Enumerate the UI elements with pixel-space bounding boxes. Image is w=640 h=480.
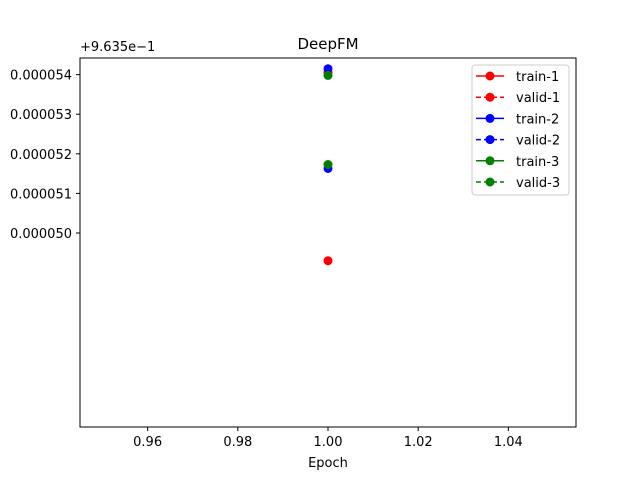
legend-marker-valid-2 xyxy=(485,135,495,145)
legend-label-train-2: train-2 xyxy=(516,112,559,127)
y-tick-label: 0.000054 xyxy=(10,69,72,84)
legend-marker-train-3 xyxy=(485,156,495,166)
data-point-train-3 xyxy=(323,70,333,80)
legend-label-valid-1: valid-1 xyxy=(516,91,560,106)
legend-marker-train-1 xyxy=(485,71,495,81)
x-tick-label: 1.02 xyxy=(404,435,433,450)
x-tick-label: 0.96 xyxy=(133,435,162,450)
legend-label-train-3: train-3 xyxy=(516,155,559,170)
x-axis-ticks: 0.96 0.98 1.00 1.02 1.04 xyxy=(133,427,523,450)
chart-title: DeepFM xyxy=(297,35,358,53)
x-tick-label: 0.98 xyxy=(223,435,252,450)
x-tick-label: 1.00 xyxy=(314,435,343,450)
legend-label-valid-2: valid-2 xyxy=(516,134,560,149)
data-point-valid-1 xyxy=(323,256,333,266)
data-point-train-2 xyxy=(323,64,333,74)
legend-label-train-1: train-1 xyxy=(516,70,559,85)
x-tick-label: 1.04 xyxy=(494,435,523,450)
y-axis-ticks: 0.000050 0.000051 0.000052 0.000053 0.000054 xyxy=(10,69,80,242)
legend-label-valid-3: valid-3 xyxy=(516,176,560,191)
series-layer xyxy=(323,64,333,266)
y-tick-label: 0.000052 xyxy=(10,148,72,163)
legend: train-1 valid-1 train-2 valid-2 train-3 valid… xyxy=(471,64,570,196)
y-tick-label: 0.000050 xyxy=(10,227,72,242)
legend-marker-valid-3 xyxy=(485,177,495,187)
y-tick-label: 0.000051 xyxy=(10,187,72,202)
y-offset-label: +9.635e−1 xyxy=(80,40,155,55)
legend-marker-train-2 xyxy=(485,113,495,123)
data-point-valid-3 xyxy=(323,160,333,170)
plot-frame xyxy=(79,57,577,428)
y-tick-label: 0.000053 xyxy=(10,108,72,123)
legend-marker-valid-1 xyxy=(485,92,495,102)
x-axis-label: Epoch xyxy=(308,456,348,471)
